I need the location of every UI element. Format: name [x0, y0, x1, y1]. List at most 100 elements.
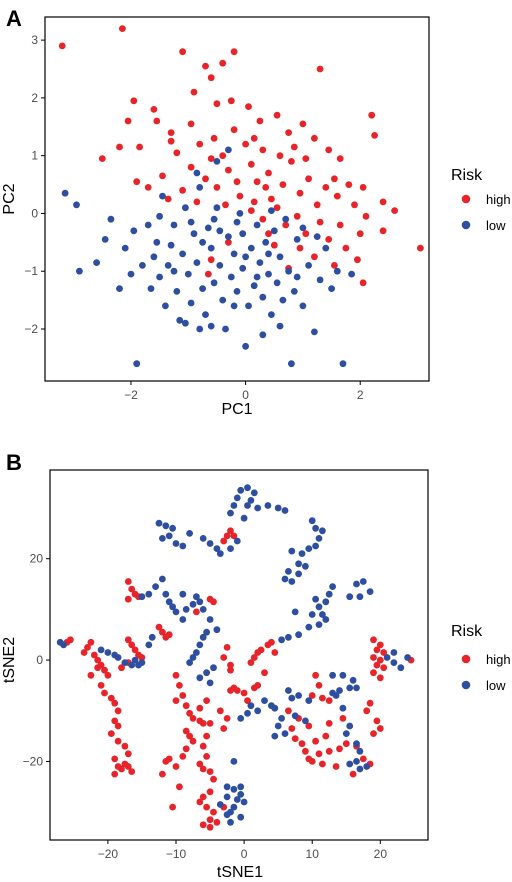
point-high — [84, 644, 91, 651]
y-axis-title-a: PC2 — [1, 183, 18, 214]
point-high — [207, 74, 215, 82]
point-low — [353, 740, 360, 748]
point-low — [202, 311, 209, 318]
point-low — [230, 302, 238, 310]
point-high — [370, 730, 377, 737]
point-low — [316, 276, 324, 284]
point-high — [302, 230, 310, 238]
point-high — [124, 578, 132, 585]
point-high — [58, 42, 66, 50]
point-low — [199, 535, 207, 542]
point-low — [147, 285, 155, 292]
point-high — [199, 742, 207, 750]
point-high — [97, 682, 105, 689]
point-high — [111, 755, 119, 763]
point-high — [247, 659, 255, 666]
point-low — [312, 524, 319, 532]
point-low — [271, 704, 279, 712]
point-low — [190, 230, 198, 238]
point-low — [290, 288, 298, 295]
x-tick-label: 20 — [374, 847, 388, 861]
point-high — [111, 717, 119, 725]
point-high — [121, 760, 129, 768]
point-high — [302, 155, 310, 163]
point-high — [206, 788, 214, 796]
point-low — [291, 608, 299, 616]
point-low — [346, 760, 354, 768]
point-low — [349, 676, 357, 684]
y-tick-label: −2 — [24, 322, 38, 336]
y-tick-label: 20 — [30, 552, 44, 566]
y-tick-label: 2 — [31, 91, 38, 105]
point-high — [196, 704, 204, 712]
point-high — [167, 137, 175, 145]
point-low — [274, 722, 282, 730]
point-high — [124, 595, 132, 603]
point-high — [305, 175, 312, 183]
point-low — [295, 692, 302, 699]
point-low — [227, 273, 235, 281]
point-high — [331, 262, 338, 269]
point-low — [216, 801, 224, 808]
point-low — [279, 296, 287, 304]
point-low — [182, 606, 190, 613]
point-low — [135, 661, 142, 669]
point-low — [363, 763, 371, 770]
point-high — [363, 707, 371, 715]
point-low — [76, 267, 83, 275]
point-low — [256, 259, 264, 266]
point-high — [206, 816, 214, 824]
point-low — [193, 259, 201, 266]
point-high — [312, 737, 319, 745]
point-low — [404, 654, 411, 661]
point-low — [254, 707, 262, 715]
point-low — [356, 747, 364, 755]
legend-key-low-b — [461, 680, 471, 690]
point-low — [315, 535, 323, 542]
point-high — [359, 755, 367, 763]
legend-b: Risk high low — [451, 623, 511, 693]
x-tick-label: 10 — [306, 847, 320, 861]
point-low — [359, 578, 367, 585]
point-low — [239, 264, 247, 272]
point-high — [366, 699, 374, 707]
point-low — [93, 259, 100, 266]
point-low — [230, 502, 238, 509]
point-high — [315, 750, 323, 758]
point-high — [213, 184, 221, 191]
point-low — [233, 494, 241, 502]
point-high — [165, 755, 173, 763]
point-low — [270, 227, 278, 235]
point-high — [373, 646, 381, 654]
point-low — [193, 169, 201, 177]
point-low — [186, 530, 194, 537]
point-high — [101, 689, 108, 697]
point-low — [298, 550, 306, 557]
point-high — [254, 649, 262, 656]
point-high — [291, 735, 299, 742]
point-high — [203, 697, 211, 704]
point-high — [332, 763, 340, 770]
point-high — [124, 636, 132, 644]
point-high — [222, 201, 229, 209]
point-high — [354, 256, 361, 264]
point-low — [179, 616, 187, 623]
point-high — [225, 238, 232, 246]
point-high — [265, 169, 272, 177]
point-high — [206, 768, 214, 775]
point-high — [250, 198, 258, 206]
point-high — [273, 204, 281, 212]
point-low — [322, 616, 330, 623]
point-high — [187, 120, 195, 128]
point-high — [298, 740, 306, 748]
point-high — [336, 745, 343, 753]
points-b — [56, 484, 415, 831]
point-low — [164, 262, 172, 269]
point-low — [242, 253, 250, 261]
point-high — [219, 59, 227, 67]
point-low — [332, 692, 340, 699]
point-high — [305, 755, 313, 763]
point-high — [325, 236, 333, 243]
point-low — [230, 250, 238, 258]
point-low — [281, 507, 289, 514]
